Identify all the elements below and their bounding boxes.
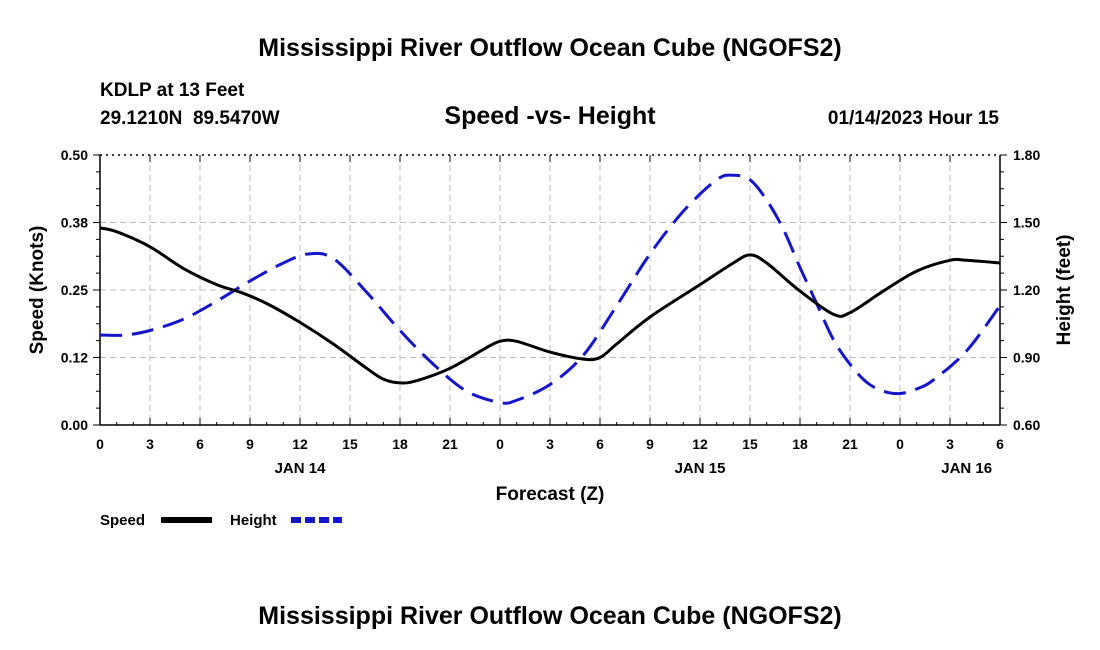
legend-height-label: Height	[230, 512, 277, 529]
y-tick-label-speed: 0.00	[61, 417, 88, 433]
series	[99, 173, 1002, 405]
x-tick-label: 15	[742, 436, 758, 452]
y-tick-label-speed: 0.38	[61, 215, 88, 231]
x-tick-label: 9	[646, 436, 654, 452]
x-tick-label: 12	[292, 436, 308, 452]
legend: Speed Height	[100, 512, 342, 529]
y-tick-label-speed: 0.25	[61, 282, 88, 298]
x-tick-label: 6	[596, 436, 604, 452]
station-coords: 29.1210N 89.5470W	[100, 108, 280, 129]
forecast-datetime: 01/14/2023 Hour 15	[828, 108, 1000, 129]
day-label: JAN 14	[275, 460, 327, 477]
speed-series-line	[99, 226, 1001, 385]
x-tick-label: 3	[546, 436, 554, 452]
height-series-line	[99, 173, 1002, 405]
y-tick-label-height: 1.80	[1013, 147, 1040, 163]
x-tick-label: 3	[946, 436, 954, 452]
station-name: KDLP at 13 Feet	[100, 80, 245, 101]
y-tick-label-speed: 0.50	[61, 147, 88, 163]
x-tick-label: 6	[996, 436, 1004, 452]
y-tick-label-height: 1.50	[1013, 215, 1040, 231]
day-label: JAN 15	[675, 460, 726, 477]
y-axis-label-height: Height (feet)	[1054, 235, 1075, 346]
x-tick-label: 0	[496, 436, 504, 452]
y-tick-label-height: 0.60	[1013, 417, 1040, 433]
y-axis-label-speed: Speed (Knots)	[27, 226, 48, 355]
y-tick-label-speed: 0.12	[61, 350, 88, 366]
axes	[93, 154, 1007, 426]
footer-title: Mississippi River Outflow Ocean Cube (NG…	[258, 602, 841, 630]
y-tick-label-height: 0.90	[1013, 350, 1040, 366]
x-tick-label: 18	[792, 436, 808, 452]
x-tick-label: 3	[146, 436, 154, 452]
chart-title: Mississippi River Outflow Ocean Cube (NG…	[258, 34, 841, 62]
x-tick-label: 6	[196, 436, 204, 452]
legend-speed-label: Speed	[100, 512, 145, 529]
x-tick-label: 0	[96, 436, 104, 452]
x-tick-label: 21	[442, 436, 458, 452]
chart-subtitle: Speed -vs- Height	[444, 102, 656, 130]
x-axis-label: Forecast (Z)	[496, 484, 605, 505]
x-tick-label: 0	[896, 436, 904, 452]
day-label: JAN 16	[941, 460, 992, 477]
x-tick-label: 9	[246, 436, 254, 452]
x-tick-label: 18	[392, 436, 408, 452]
x-tick-label: 12	[692, 436, 708, 452]
tick-labels: 0 3 6 9 12 15 18 21 0 3 6 9 12 15 18 21 0 3 6 0.00 0.60 0.12 0…	[61, 147, 1041, 477]
x-tick-label: 21	[842, 436, 858, 452]
x-tick-label: 15	[342, 436, 358, 452]
y-tick-label-height: 1.20	[1013, 282, 1040, 298]
